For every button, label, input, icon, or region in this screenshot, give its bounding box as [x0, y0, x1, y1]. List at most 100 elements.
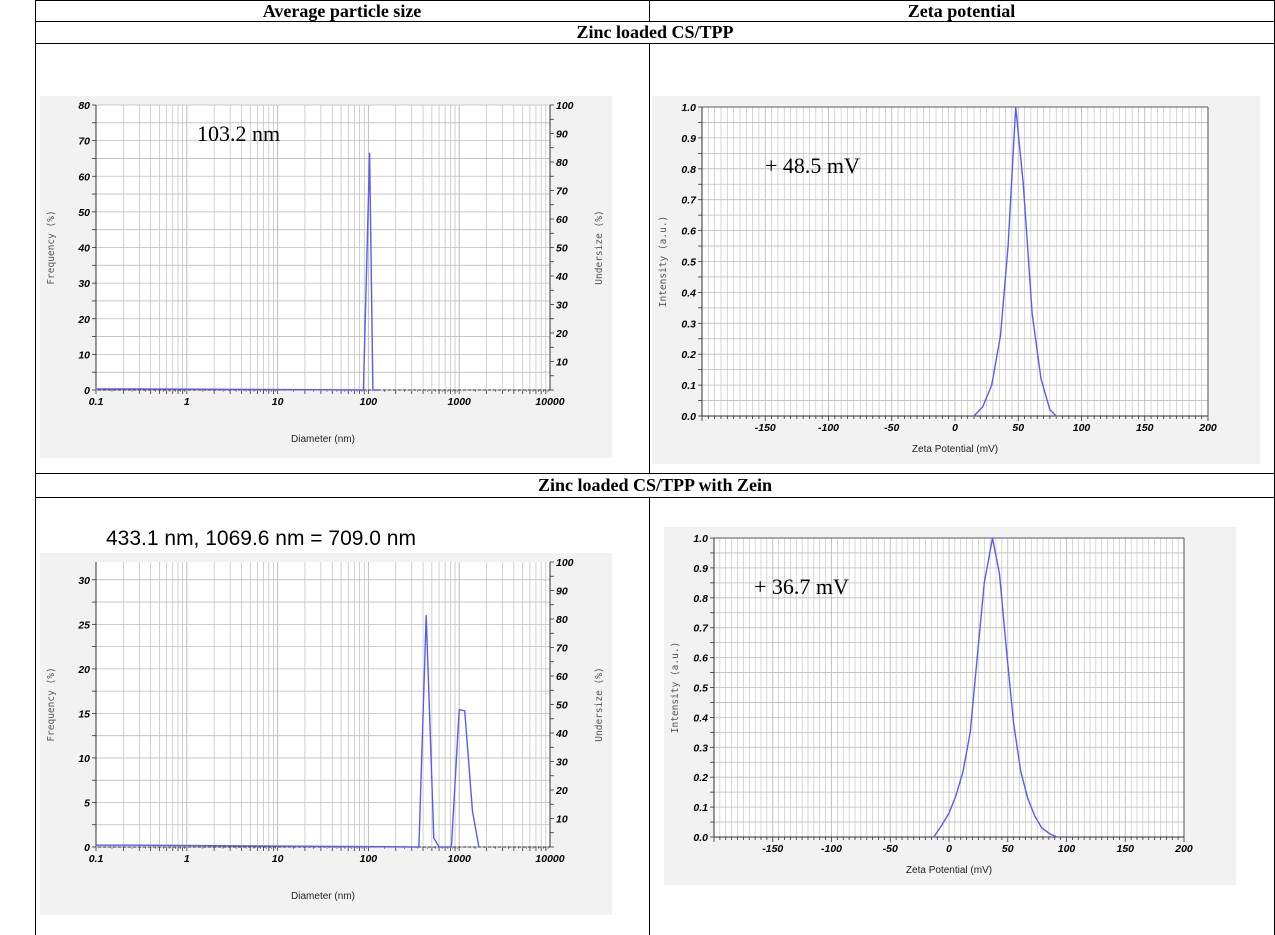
data-point: [1049, 833, 1051, 835]
y2-tick-label: 30: [556, 300, 568, 312]
data-point: [95, 844, 97, 846]
y-axis-label: Intensity (a.u.): [670, 642, 681, 734]
y-tick-label: 15: [78, 708, 90, 720]
x-axis-label: Diameter (nm): [291, 891, 355, 902]
plot-area: [96, 562, 550, 847]
y-tick-label: 0.3: [693, 742, 708, 754]
data-point: [1056, 836, 1058, 838]
y2-tick-label: 10: [556, 814, 568, 826]
y-tick-label: 50: [78, 207, 90, 219]
col-header-particle-size: Average particle size: [262, 1, 422, 21]
data-point: [983, 582, 985, 584]
series-line: [96, 153, 379, 391]
y-tick-label: 0.6: [693, 653, 708, 665]
y-tick-label: 0.1: [693, 802, 708, 814]
data-point: [1031, 313, 1033, 315]
x-tick-label: -50: [883, 843, 898, 855]
x-axis-label: Zeta Potential (mV): [912, 444, 998, 455]
y-tick-label: 10: [78, 349, 90, 361]
data-point: [955, 794, 957, 796]
y-tick-label: 0.9: [693, 563, 708, 575]
data-point: [95, 388, 97, 390]
y-tick-label: 0.9: [681, 133, 696, 145]
table-rule: [35, 0, 1275, 1]
peak-annotation-zeta1: + 48.5 mV: [765, 153, 860, 178]
x-tick-label: -100: [818, 422, 839, 434]
y2-axis-label: Undersize (%): [594, 210, 605, 284]
y-tick-label: 1.0: [693, 533, 708, 545]
data-point: [998, 573, 1001, 575]
data-point: [962, 770, 964, 772]
y-tick-label: 0.7: [681, 195, 697, 207]
data-point: [1027, 797, 1029, 799]
table-rule: [649, 497, 650, 935]
data-point: [438, 846, 440, 848]
data-point: [973, 415, 975, 417]
y-tick-label: 1.0: [681, 102, 696, 114]
x-tick-label: 1000: [448, 396, 472, 408]
y2-tick-label: 20: [555, 328, 568, 340]
y2-tick-label: 70: [556, 643, 568, 655]
x-tick-label: 0.1: [89, 396, 104, 408]
data-point: [478, 846, 480, 848]
data-point: [433, 837, 435, 839]
data-point: [471, 810, 474, 812]
table-rule: [35, 473, 1275, 474]
data-point: [999, 335, 1002, 337]
data-point: [464, 710, 466, 712]
y-tick-label: 80: [78, 100, 90, 112]
data-point: [1020, 770, 1022, 772]
y-tick-label: 30: [78, 575, 90, 587]
table-rule: [649, 0, 650, 21]
y-axis-label: Intensity (a.u.): [658, 216, 669, 308]
x-tick-label: 100: [1058, 843, 1076, 855]
y-tick-label: 10: [78, 753, 90, 765]
y-tick-label: 0.5: [681, 257, 696, 269]
size-chart-cs-tpp-zein: 0.1 1 10 100 1000 10000 0 5 10 15 20 25 30 10 20 30 40 50…: [40, 553, 612, 915]
y-tick-label: 0.2: [693, 772, 708, 784]
y2-tick-label: 80: [556, 157, 568, 169]
y-tick-label: 40: [77, 243, 90, 255]
y-tick-label: 0: [84, 385, 90, 397]
y-tick-label: 0.4: [693, 712, 708, 724]
data-point: [1034, 815, 1036, 817]
y-tick-label: 0.3: [681, 318, 696, 330]
y-tick-label: 20: [77, 664, 90, 676]
x-tick-label: -100: [821, 843, 842, 855]
data-point: [976, 657, 978, 659]
x-tick-label: 0: [952, 422, 958, 434]
data-point: [1040, 378, 1042, 380]
y-tick-label: 0.7: [693, 623, 709, 635]
y2-tick-label: 50: [556, 243, 568, 255]
data-point: [458, 709, 460, 711]
x-tick-label: 100: [360, 396, 378, 408]
y-tick-label: 0.4: [681, 287, 696, 299]
x-tick-label: 10000: [535, 396, 564, 408]
zeta-chart-cs-tpp: -150 -100 -50 0 50 100 150 200 0.0 0.1 0.2 0.3 0.4 0.…: [652, 96, 1260, 464]
data-point: [450, 846, 452, 848]
y2-tick-label: 30: [556, 757, 568, 769]
data-point: [138, 844, 140, 846]
x-tick-label: -50: [884, 422, 899, 434]
y2-tick-label: 100: [556, 100, 574, 112]
table-rule: [35, 21, 1275, 22]
y2-tick-label: 50: [556, 700, 568, 712]
x-tick-label: -150: [755, 422, 776, 434]
data-point: [1022, 183, 1024, 185]
y2-tick-label: 20: [555, 785, 568, 797]
y2-tick-label: 60: [556, 214, 568, 226]
peak-annotation-size1: 103.2 nm: [197, 121, 281, 146]
x-tick-label: 10000: [535, 853, 564, 865]
data-point: [372, 389, 374, 391]
x-tick-label: 0: [946, 843, 952, 855]
y-tick-label: 0.5: [693, 683, 708, 695]
size-chart-cs-tpp: 0.1 1 10 100 1000 10000 0 10 20 30 40 50 60 70 80 10 20 3…: [40, 96, 612, 458]
y-tick-label: 0: [84, 842, 90, 854]
data-point: [941, 824, 943, 826]
peak-annotation-size2: 433.1 nm, 1069.6 nm = 709.0 nm: [106, 527, 416, 550]
y2-tick-label: 60: [556, 671, 568, 683]
y2-tick-label: 80: [556, 614, 568, 626]
col-header-zeta-potential: Zeta potential: [907, 1, 1016, 21]
x-tick-label: 100: [360, 853, 378, 865]
data-point: [369, 152, 371, 154]
